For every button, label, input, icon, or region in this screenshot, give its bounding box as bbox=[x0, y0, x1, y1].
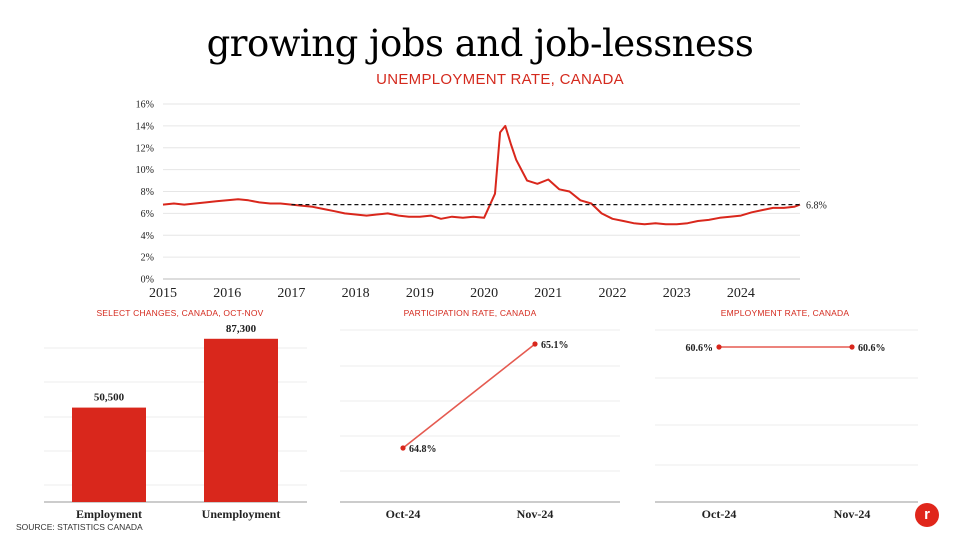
x-category-label: Oct-24 bbox=[702, 507, 737, 521]
y-tick-label: 14% bbox=[136, 121, 154, 132]
x-category-label: Nov-24 bbox=[834, 507, 871, 521]
bar-chart-title: SELECT CHANGES, CANADA, OCT-NOV bbox=[96, 308, 264, 318]
x-tick-label: 2023 bbox=[663, 286, 691, 301]
x-tick-label: 2020 bbox=[470, 286, 498, 301]
bar bbox=[204, 338, 278, 502]
bar-value-label: 87,300 bbox=[226, 323, 257, 335]
y-tick-label: 6% bbox=[141, 209, 154, 220]
x-tick-label: 2018 bbox=[342, 286, 370, 301]
y-tick-label: 0% bbox=[141, 275, 154, 286]
bar bbox=[72, 407, 146, 502]
x-tick-label: 2016 bbox=[213, 286, 241, 301]
data-point bbox=[400, 445, 406, 451]
x-tick-label: 2019 bbox=[406, 286, 434, 301]
x-tick-label: 2022 bbox=[598, 286, 626, 301]
source-note: SOURCE: STATISTICS CANADA bbox=[16, 522, 143, 532]
y-tick-label: 8% bbox=[141, 187, 154, 198]
participation-chart-title: PARTICIPATION RATE, CANADA bbox=[403, 308, 537, 318]
point-value-label: 65.1% bbox=[541, 340, 569, 351]
x-category-label: Oct-24 bbox=[386, 507, 421, 521]
x-tick-label: 2021 bbox=[534, 286, 562, 301]
brand-logo: r bbox=[915, 503, 939, 527]
y-tick-label: 10% bbox=[136, 165, 154, 176]
point-value-label: 60.6% bbox=[858, 343, 886, 354]
bar-category-label: Employment bbox=[76, 507, 142, 521]
point-value-label: 64.8% bbox=[409, 444, 437, 455]
bar-value-label: 50,500 bbox=[94, 392, 125, 404]
bar-category-label: Unemployment bbox=[202, 507, 281, 521]
x-tick-label: 2015 bbox=[149, 286, 177, 301]
y-tick-label: 16% bbox=[136, 100, 154, 111]
page-title: growing jobs and job-lessness bbox=[206, 22, 754, 65]
x-category-label: Nov-24 bbox=[517, 507, 554, 521]
series-line bbox=[402, 343, 536, 449]
data-point bbox=[532, 341, 538, 347]
reference-label: 6.8% bbox=[806, 201, 827, 212]
x-tick-label: 2024 bbox=[727, 286, 755, 301]
y-tick-label: 2% bbox=[141, 253, 154, 264]
data-point bbox=[716, 344, 722, 350]
y-tick-label: 4% bbox=[141, 231, 154, 242]
y-tick-label: 12% bbox=[136, 143, 154, 154]
main-chart-title: UNEMPLOYMENT RATE, CANADA bbox=[376, 71, 624, 88]
data-point bbox=[849, 344, 855, 350]
x-tick-label: 2017 bbox=[277, 286, 305, 301]
employment-rate-chart-title: EMPLOYMENT RATE, CANADA bbox=[720, 308, 850, 318]
point-value-label: 60.6% bbox=[686, 343, 714, 354]
unemployment-series-line bbox=[162, 124, 801, 226]
